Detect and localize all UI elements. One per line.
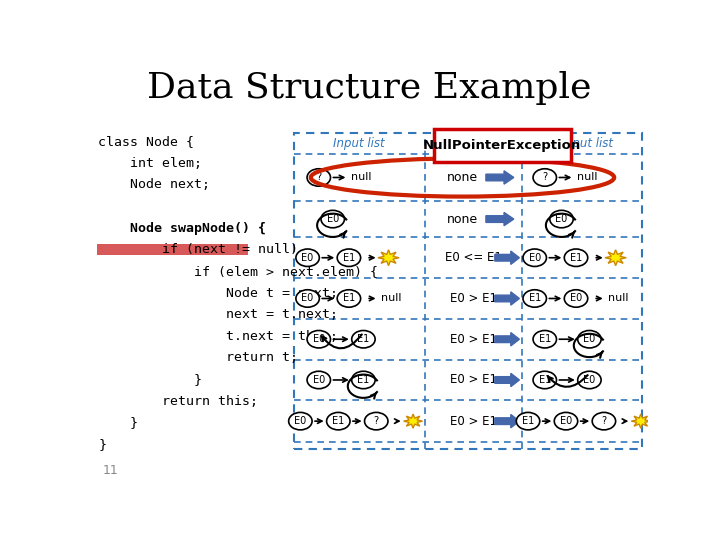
Text: E1: E1 — [539, 375, 551, 385]
Text: + Constraint: + Constraint — [436, 137, 511, 150]
Polygon shape — [605, 250, 626, 266]
Text: E1: E1 — [343, 253, 355, 263]
Text: E0: E0 — [560, 416, 572, 426]
Text: if (next != null): if (next != null) — [99, 244, 298, 256]
Circle shape — [296, 290, 320, 307]
Text: E0 > E1: E0 > E1 — [450, 374, 497, 387]
Circle shape — [554, 413, 577, 430]
Text: Output list: Output list — [552, 137, 613, 150]
Text: E0 > E1: E0 > E1 — [450, 292, 497, 305]
Circle shape — [564, 249, 588, 266]
Circle shape — [321, 211, 344, 228]
Text: E1: E1 — [332, 416, 344, 426]
Circle shape — [564, 290, 588, 307]
Circle shape — [550, 211, 573, 228]
Circle shape — [307, 169, 330, 186]
FancyArrow shape — [495, 415, 519, 428]
Polygon shape — [404, 414, 423, 428]
Circle shape — [533, 371, 557, 389]
Text: Input list: Input list — [333, 137, 385, 150]
Circle shape — [307, 371, 330, 389]
Text: next = t.next;: next = t.next; — [99, 308, 338, 321]
Text: E1: E1 — [570, 253, 582, 263]
Text: E0: E0 — [583, 334, 595, 344]
Text: none: none — [447, 213, 478, 226]
Text: E1: E1 — [539, 334, 551, 344]
Text: E1: E1 — [343, 293, 355, 303]
Circle shape — [577, 330, 601, 348]
Text: E0: E0 — [583, 375, 595, 385]
Text: none: none — [447, 171, 478, 184]
Circle shape — [364, 413, 388, 430]
Bar — [97, 245, 248, 255]
Text: null: null — [577, 172, 598, 183]
Circle shape — [533, 330, 557, 348]
Polygon shape — [378, 250, 399, 266]
FancyArrow shape — [495, 333, 519, 346]
Text: null: null — [351, 172, 372, 183]
FancyArrow shape — [486, 212, 514, 226]
Text: Node swapNode() {: Node swapNode() { — [99, 222, 266, 235]
Text: NullPointerException: NullPointerException — [423, 139, 581, 152]
Text: E0: E0 — [570, 293, 582, 303]
Circle shape — [307, 330, 330, 348]
Text: E0: E0 — [327, 214, 339, 224]
Circle shape — [327, 413, 350, 430]
Text: }: } — [99, 416, 138, 429]
Text: Node next;: Node next; — [99, 178, 210, 192]
Bar — [294, 133, 642, 449]
Circle shape — [533, 169, 557, 186]
Text: E0: E0 — [294, 416, 307, 426]
FancyArrow shape — [495, 373, 519, 387]
Text: ?: ? — [601, 416, 606, 426]
Text: class Node {: class Node { — [99, 135, 194, 148]
Text: null: null — [608, 293, 629, 303]
Text: t.next = this;: t.next = this; — [99, 330, 338, 343]
Text: E0 > E1: E0 > E1 — [450, 333, 497, 346]
FancyArrow shape — [486, 171, 514, 184]
Circle shape — [351, 330, 375, 348]
Text: E0: E0 — [312, 334, 325, 344]
Text: return this;: return this; — [99, 395, 258, 408]
Text: E0: E0 — [555, 214, 567, 224]
Circle shape — [351, 371, 375, 389]
Circle shape — [296, 249, 320, 266]
Text: return t;: return t; — [99, 352, 298, 365]
Circle shape — [523, 249, 546, 266]
Text: }: } — [99, 373, 202, 386]
Text: E1: E1 — [357, 375, 369, 385]
FancyBboxPatch shape — [434, 129, 570, 161]
Text: }: } — [99, 438, 107, 451]
Text: E0: E0 — [302, 253, 314, 263]
Polygon shape — [631, 414, 650, 428]
Circle shape — [337, 290, 361, 307]
Circle shape — [577, 371, 601, 389]
Text: E0: E0 — [302, 293, 314, 303]
Text: Node t = next;: Node t = next; — [99, 287, 338, 300]
Text: E1: E1 — [522, 416, 534, 426]
Text: ?: ? — [542, 172, 547, 183]
Text: E0: E0 — [312, 375, 325, 385]
FancyArrow shape — [495, 251, 519, 265]
Text: null: null — [381, 293, 401, 303]
Text: E1: E1 — [357, 334, 369, 344]
Circle shape — [289, 413, 312, 430]
Text: Data Structure Example: Data Structure Example — [147, 71, 591, 105]
Circle shape — [523, 290, 546, 307]
FancyArrow shape — [495, 292, 519, 305]
Text: if (elem > next.elem) {: if (elem > next.elem) { — [99, 265, 379, 278]
Circle shape — [337, 249, 361, 266]
Text: 11: 11 — [102, 464, 118, 477]
Text: E0 > E1: E0 > E1 — [450, 415, 497, 428]
Text: ?: ? — [374, 416, 379, 426]
Text: E0: E0 — [528, 253, 541, 263]
Text: int elem;: int elem; — [99, 157, 202, 170]
Text: E0 <= E1: E0 <= E1 — [445, 251, 502, 264]
Text: E1: E1 — [528, 293, 541, 303]
Circle shape — [593, 413, 616, 430]
Text: ?: ? — [316, 172, 321, 183]
Circle shape — [516, 413, 540, 430]
